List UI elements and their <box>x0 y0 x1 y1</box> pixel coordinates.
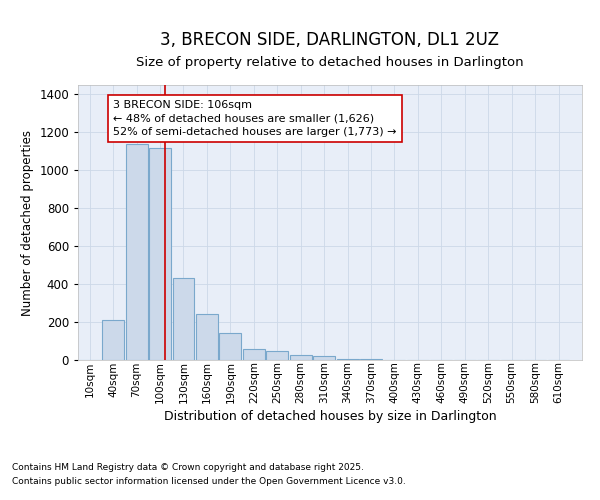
Text: Size of property relative to detached houses in Darlington: Size of property relative to detached ho… <box>136 56 524 69</box>
Y-axis label: Number of detached properties: Number of detached properties <box>20 130 34 316</box>
Bar <box>102 320 124 360</box>
Bar <box>173 278 194 360</box>
X-axis label: Distribution of detached houses by size in Darlington: Distribution of detached houses by size … <box>164 410 496 424</box>
Bar <box>125 144 148 360</box>
Bar <box>196 314 218 360</box>
Text: 3, BRECON SIDE, DARLINGTON, DL1 2UZ: 3, BRECON SIDE, DARLINGTON, DL1 2UZ <box>161 31 499 49</box>
Bar <box>266 352 288 360</box>
Bar <box>149 148 171 360</box>
Text: 3 BRECON SIDE: 106sqm
← 48% of detached houses are smaller (1,626)
52% of semi-d: 3 BRECON SIDE: 106sqm ← 48% of detached … <box>113 100 397 136</box>
Bar <box>220 334 241 360</box>
Text: Contains public sector information licensed under the Open Government Licence v3: Contains public sector information licen… <box>12 476 406 486</box>
Text: Contains HM Land Registry data © Crown copyright and database right 2025.: Contains HM Land Registry data © Crown c… <box>12 463 364 472</box>
Bar <box>290 356 311 360</box>
Bar <box>313 356 335 360</box>
Bar <box>337 359 359 360</box>
Bar <box>243 348 265 360</box>
Bar <box>360 359 382 360</box>
